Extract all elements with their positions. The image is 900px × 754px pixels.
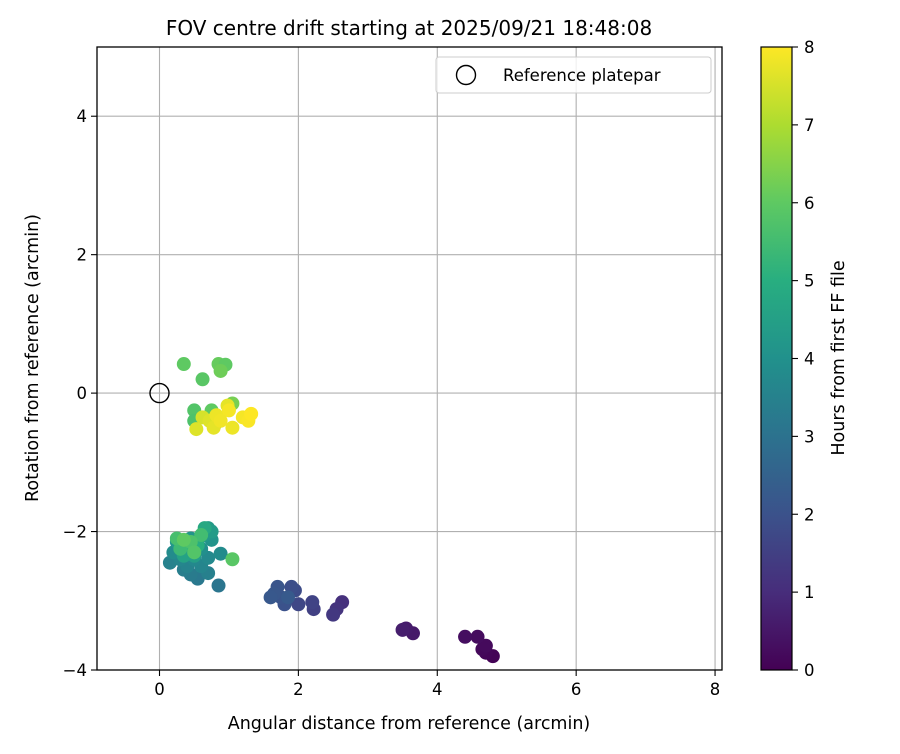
colorbar-tick-label: 0 [804, 661, 815, 680]
colorbar-tick-label: 5 [804, 272, 815, 291]
data-point [263, 590, 278, 605]
legend-open-circle-marker [455, 64, 477, 86]
data-point [213, 546, 228, 561]
colorbar-tick-label: 2 [804, 505, 815, 524]
data-point [291, 597, 306, 612]
x-tick-label: 4 [432, 680, 443, 699]
colorbar-label: Hours from first FF file [829, 260, 849, 455]
plot-frame [96, 46, 723, 671]
data-point [187, 545, 202, 560]
y-axis-ticks: −4 −2 0 2 4 [63, 107, 97, 680]
legend-label: Reference platepar [503, 66, 661, 85]
colorbar-tick-label: 8 [804, 38, 815, 57]
legend: Reference platepar [435, 56, 712, 94]
legend-box [435, 56, 712, 94]
data-point [458, 629, 473, 644]
data-point [213, 413, 228, 428]
colorbar-tick-label: 4 [804, 350, 815, 369]
colorbar: 0 1 2 3 4 5 6 7 8 Hours from first FF file [760, 38, 849, 680]
reference-platepar-marker [149, 382, 170, 404]
data-point [395, 622, 410, 637]
data-point [195, 372, 210, 387]
data-point [176, 532, 191, 547]
x-axis-ticks: 0 2 4 6 8 [154, 670, 720, 699]
x-tick-label: 6 [571, 680, 582, 699]
y-tick-label: 0 [77, 384, 88, 403]
data-point [176, 357, 191, 372]
data-point [280, 590, 295, 605]
points-layer [149, 357, 500, 664]
chart-title: FOV centre drift starting at 2025/09/21 … [166, 16, 652, 40]
colorbar-tick-label: 6 [804, 194, 815, 213]
y-tick-label: 2 [77, 246, 88, 265]
y-tick-label: 4 [77, 107, 88, 126]
data-point [225, 552, 240, 567]
data-point [221, 403, 236, 418]
data-point [189, 422, 204, 437]
colorbar-tick-label: 1 [804, 583, 815, 602]
colorbar-tick-label: 7 [804, 116, 815, 135]
colorbar-tick-label: 3 [804, 427, 815, 446]
data-point [211, 578, 226, 593]
y-tick-label: −2 [63, 523, 87, 542]
y-tick-label: −4 [63, 661, 87, 680]
y-axis-label: Rotation from reference (arcmin) [23, 214, 43, 502]
data-point [305, 595, 320, 610]
data-point [194, 528, 209, 543]
x-tick-label: 2 [293, 680, 304, 699]
x-tick-label: 8 [710, 680, 721, 699]
x-axis-label: Angular distance from reference (arcmin) [228, 714, 591, 734]
data-point [213, 363, 228, 378]
colorbar-ticks: 0 1 2 3 4 5 6 7 8 [792, 38, 815, 680]
data-point [244, 406, 259, 421]
data-point [478, 638, 493, 653]
colorbar-gradient [761, 47, 792, 670]
data-point [225, 420, 240, 435]
data-point [470, 629, 485, 644]
data-point [326, 607, 341, 622]
x-tick-label: 0 [154, 680, 165, 699]
